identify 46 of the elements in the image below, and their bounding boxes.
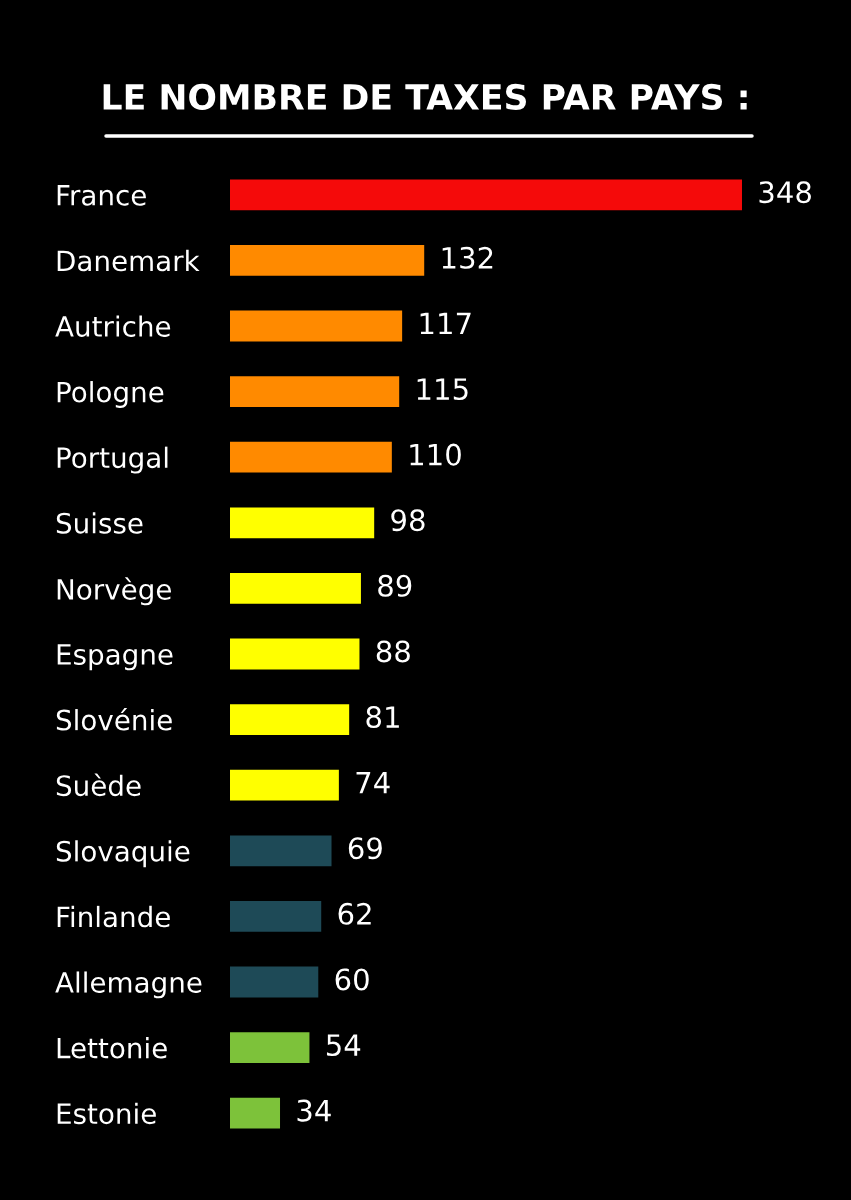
y-tick-label: Slovénie (56, 707, 172, 731)
bar (230, 1032, 310, 1064)
bar (230, 835, 332, 867)
data-label: 110 (410, 443, 461, 466)
chart-title: LE NOMBRE DE TAXES PAR PAYS : (103, 83, 747, 111)
bar (230, 376, 400, 408)
data-label: 81 (366, 706, 399, 729)
data-label: 88 (376, 640, 410, 663)
bar (230, 179, 742, 211)
data-label: 60 (335, 968, 369, 991)
y-tick-label: Suède (56, 773, 141, 797)
data-label: 132 (442, 246, 493, 269)
data-label: 74 (356, 771, 390, 794)
data-label: 62 (338, 902, 371, 925)
y-tick-label: Lettonie (57, 1037, 167, 1059)
y-tick-label: Autriche (55, 315, 171, 337)
y-tick-label: Finlande (57, 905, 170, 928)
data-label: 98 (391, 509, 425, 532)
bar (230, 1097, 281, 1129)
data-label: 115 (417, 378, 468, 401)
y-tick-label: Suisse (56, 512, 143, 534)
data-label: 69 (348, 837, 382, 860)
y-tick-label: Portugal (57, 446, 168, 474)
y-tick-label: Espagne (57, 644, 173, 671)
y-tick-label: Pologne (57, 381, 164, 408)
bar (230, 638, 360, 670)
y-tick-label: Slovaquie (56, 840, 190, 868)
data-label: 34 (297, 1099, 331, 1122)
bar (230, 441, 392, 473)
bar (230, 310, 403, 342)
bar (230, 769, 339, 801)
y-tick-label: Estonie (57, 1102, 156, 1125)
bar (230, 244, 425, 276)
bar (230, 572, 361, 604)
y-tick-label: Danemark (57, 249, 200, 272)
y-tick-label: Allemagne (55, 971, 202, 999)
data-label: 54 (326, 1034, 361, 1057)
data-label: 348 (759, 181, 811, 204)
bar (230, 966, 319, 998)
bar (230, 704, 350, 736)
y-tick-label: France (57, 185, 146, 206)
bar (230, 507, 375, 539)
data-label: 117 (420, 312, 471, 335)
y-tick-label: Norvège (57, 577, 171, 606)
data-label: 89 (378, 574, 412, 597)
bar (230, 900, 322, 932)
